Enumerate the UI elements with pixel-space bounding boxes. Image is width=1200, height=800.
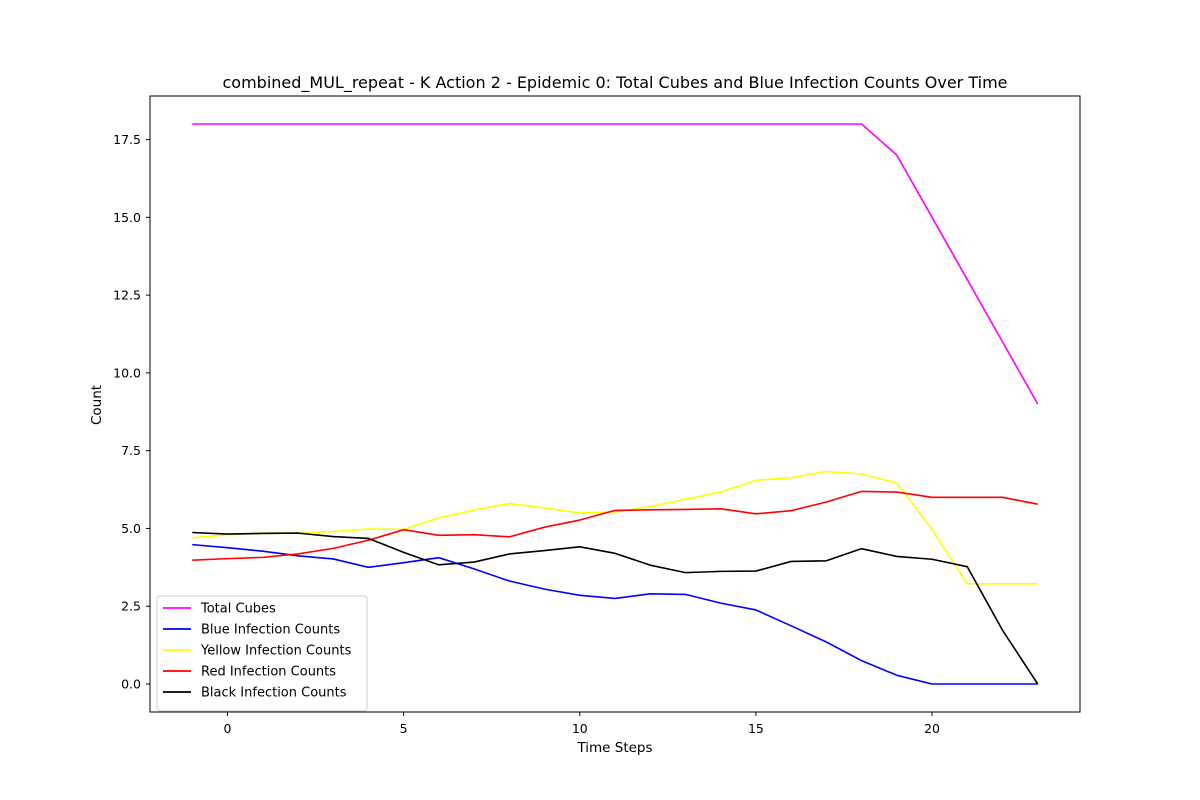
y-tick-label: 7.5: [121, 443, 141, 458]
y-tick-label: 5.0: [121, 521, 141, 536]
y-tick-label: 15.0: [113, 210, 141, 225]
y-tick-label: 2.5: [121, 599, 141, 614]
x-tick-label: 10: [572, 721, 588, 736]
chart-title: combined_MUL_repeat - K Action 2 - Epide…: [222, 73, 1007, 93]
y-tick-label: 0.0: [121, 677, 141, 692]
legend: Total Cubes Blue Infection Counts Yellow I…: [156, 595, 368, 712]
y-tick-label: 12.5: [113, 288, 141, 303]
x-tick-label: 20: [924, 721, 940, 736]
series-line-1: [192, 543, 1038, 685]
series-line-2: [192, 470, 1038, 585]
legend-box: [156, 595, 368, 712]
y-tick-label: 10.0: [113, 365, 141, 380]
legend-label: Yellow Infection Counts: [200, 644, 352, 659]
legend-label: Total Cubes: [200, 602, 276, 617]
x-tick-label: 5: [400, 721, 408, 736]
series-line-0: [192, 123, 1039, 405]
y-axis-label: Count: [89, 385, 105, 425]
legend-label: Red Infection Counts: [201, 665, 336, 680]
plot-area: 0 5 10 15 20 0.0 2.5 5.0 7.5 10.0 12.5 15.0 17.5 Tota…: [113, 95, 1081, 736]
series-line-4: [192, 531, 1039, 685]
y-tick-label: 17.5: [113, 132, 141, 147]
x-tick-label: 0: [224, 721, 232, 736]
legend-label: Black Infection Counts: [201, 686, 347, 701]
series-line-3: [192, 490, 1038, 561]
axes-frame: [149, 95, 1081, 713]
x-axis-label: Time Steps: [576, 740, 652, 756]
legend-label: Blue Infection Counts: [201, 623, 340, 638]
x-tick-label: 15: [748, 721, 764, 736]
